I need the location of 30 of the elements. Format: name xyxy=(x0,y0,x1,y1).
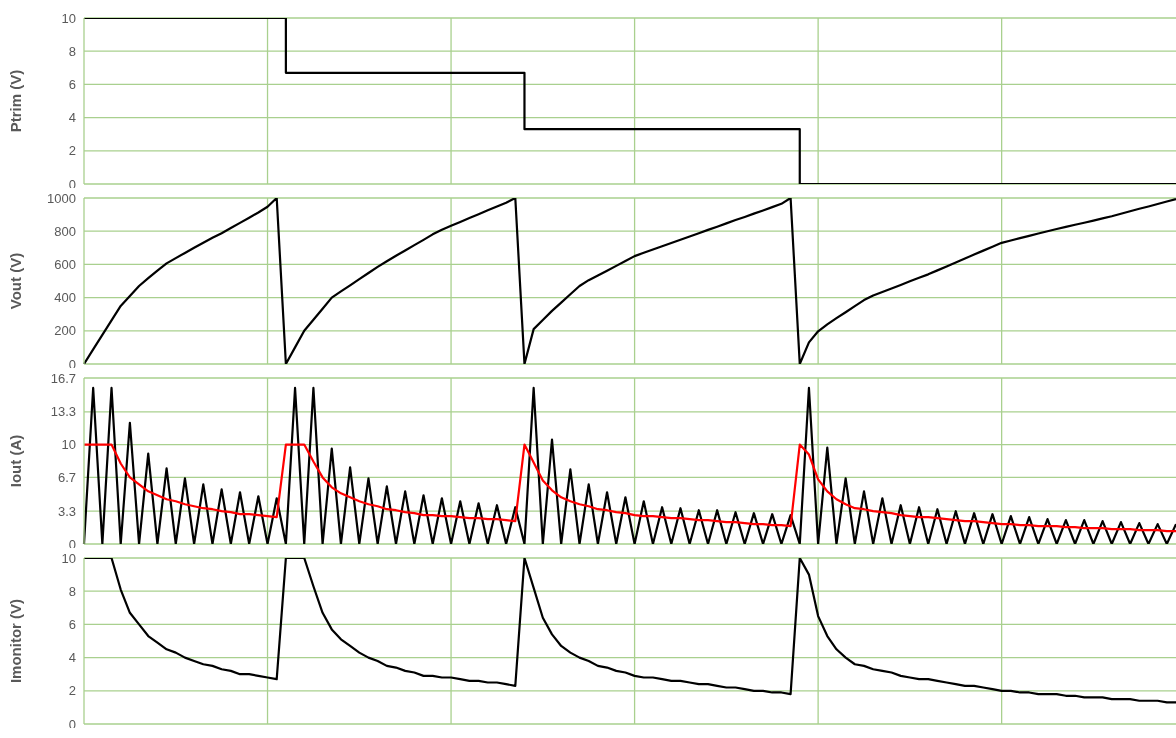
line-series xyxy=(82,198,1176,364)
y-tick-label: 10 xyxy=(61,437,76,453)
y-tick-label: 16.7 xyxy=(50,370,76,386)
y-tick-label: 8 xyxy=(68,583,76,599)
y-tick-label: 0 xyxy=(68,176,76,192)
y-tick-label: 10 xyxy=(61,10,76,26)
y-axis-title: Imonitor (V) xyxy=(7,598,25,684)
y-tick-label: 800 xyxy=(54,223,76,239)
y-tick-label: 4 xyxy=(68,110,76,126)
y-tick-label: 0 xyxy=(68,716,76,732)
y-tick-label: 4 xyxy=(68,650,76,666)
y-tick-label: 8 xyxy=(68,43,76,59)
y-tick-label: 6 xyxy=(68,77,76,93)
y-tick-label: 1000 xyxy=(47,190,76,206)
y-tick-label: 400 xyxy=(54,290,76,306)
y-tick-label: 0 xyxy=(68,356,76,372)
y-tick-label: 200 xyxy=(54,323,76,339)
y-tick-label: 6 xyxy=(68,617,76,633)
y-tick-label: 600 xyxy=(54,257,76,273)
y-tick-label: 2 xyxy=(68,143,76,159)
y-tick-label: 6.7 xyxy=(57,470,76,486)
y-axis-title: Ptrim (V) xyxy=(7,69,25,133)
y-tick-label: 13.3 xyxy=(50,404,76,420)
y-tick-label: 3.3 xyxy=(57,503,76,519)
y-axis-title: Vout (V) xyxy=(7,252,25,310)
line-series xyxy=(82,443,1176,533)
y-tick-label: 2 xyxy=(68,683,76,699)
y-tick-label: 0 xyxy=(68,536,76,552)
y-tick-label: 10 xyxy=(61,550,76,566)
y-axis-title: Iout (A) xyxy=(7,434,25,488)
